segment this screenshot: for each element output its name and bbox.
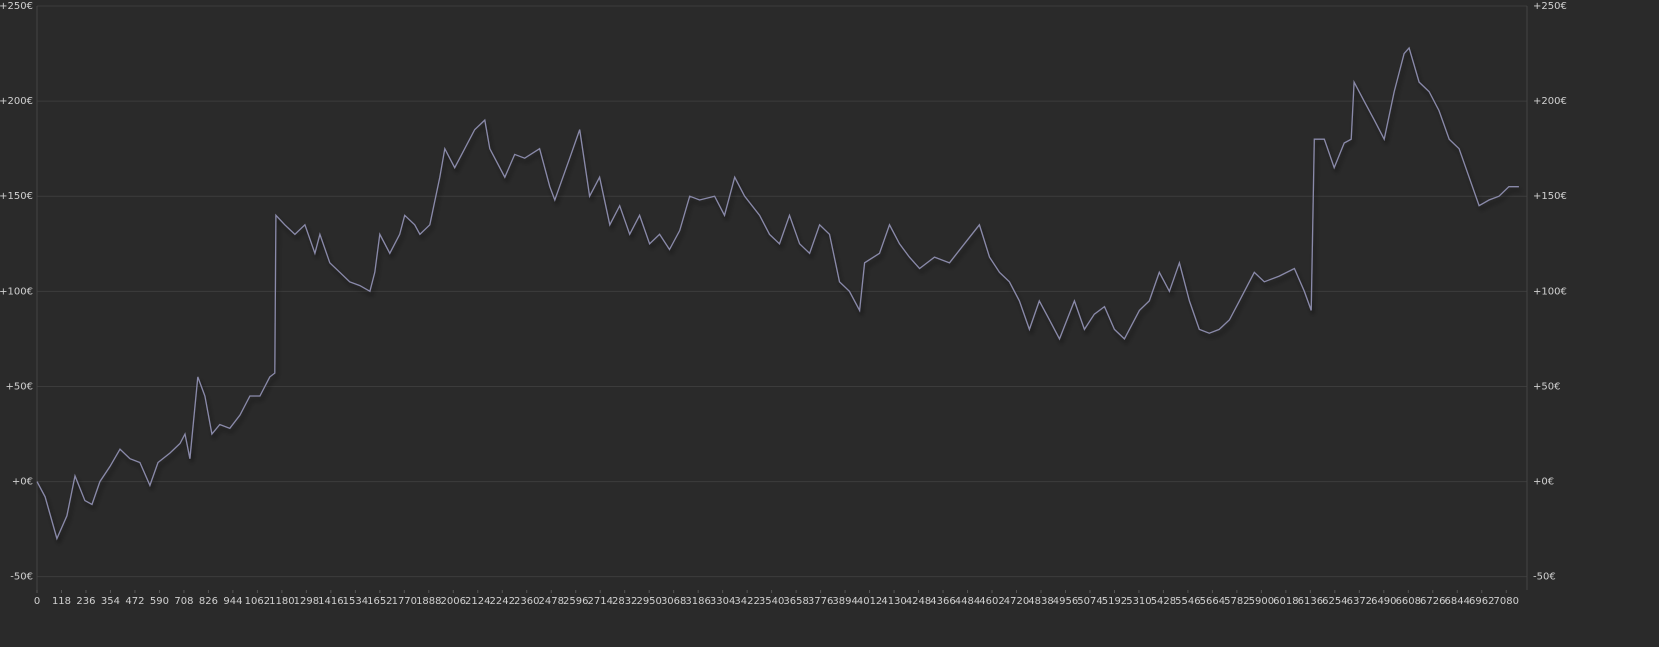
x-tick-label: 5782 [1224, 596, 1249, 607]
x-tick-label: 6844 [1445, 596, 1470, 607]
y-tick-label: +100€ [0, 286, 33, 297]
x-tick-label: 7080 [1494, 596, 1519, 607]
x-tick-label: 826 [199, 596, 218, 607]
x-tick-label: 3658 [783, 596, 808, 607]
x-tick-label: 4366 [930, 596, 955, 607]
y-tick-label: +0€ [12, 477, 33, 488]
y-tick-label: +50€ [6, 381, 33, 392]
x-tick-label: 1534 [343, 596, 368, 607]
y2-tick-label: +0€ [1533, 477, 1554, 488]
y-tick-label: +250€ [0, 1, 33, 12]
y-tick-label: +200€ [0, 96, 33, 107]
x-tick-label: 1062 [245, 596, 270, 607]
x-tick-label: 1652 [367, 596, 392, 607]
x-tick-label: 590 [150, 596, 169, 607]
x-tick-label: 1888 [416, 596, 441, 607]
x-tick-label: 3068 [661, 596, 686, 607]
x-tick-label: 3304 [710, 596, 735, 607]
y2-tick-label: -50€ [1533, 572, 1556, 583]
x-tick-label: 2478 [539, 596, 564, 607]
y2-tick-label: +150€ [1533, 191, 1567, 202]
y2-tick-label: +50€ [1533, 381, 1560, 392]
x-tick-label: 4720 [1004, 596, 1029, 607]
x-tick-label: 708 [174, 596, 193, 607]
y-tick-label: +150€ [0, 191, 33, 202]
x-tick-label: 4484 [955, 596, 980, 607]
x-tick-label: 6608 [1396, 596, 1421, 607]
x-tick-label: 4248 [906, 596, 931, 607]
x-tick-label: 472 [125, 596, 144, 607]
x-tick-label: 3186 [685, 596, 710, 607]
x-tick-label: 2596 [563, 596, 588, 607]
x-tick-label: 5192 [1102, 596, 1127, 607]
x-tick-label: 5546 [1175, 596, 1200, 607]
x-tick-label: 2714 [587, 596, 612, 607]
data-line [36, 46, 1519, 541]
x-tick-label: 3422 [734, 596, 759, 607]
x-tick-label: 2242 [490, 596, 515, 607]
x-tick-label: 236 [76, 596, 95, 607]
x-tick-label: 4602 [979, 596, 1004, 607]
x-tick-label: 5428 [1151, 596, 1176, 607]
x-tick-label: 1180 [269, 596, 294, 607]
x-tick-label: 944 [223, 596, 242, 607]
x-tick-label: 5664 [1200, 596, 1225, 607]
x-tick-label: 1416 [318, 596, 343, 607]
x-tick-label: 5074 [1077, 596, 1102, 607]
x-tick-label: 3894 [832, 596, 857, 607]
x-tick-label: 2124 [465, 596, 490, 607]
x-tick-label: 1298 [294, 596, 319, 607]
y2-tick-label: +250€ [1533, 1, 1567, 12]
x-tick-label: 6018 [1273, 596, 1298, 607]
x-tick-label: 4838 [1028, 596, 1053, 607]
x-tick-label: 354 [101, 596, 120, 607]
x-tick-label: 2360 [514, 596, 539, 607]
x-tick-label: 2006 [441, 596, 466, 607]
x-tick-label: 3776 [808, 596, 833, 607]
x-tick-label: 2832 [612, 596, 637, 607]
x-tick-label: 6490 [1371, 596, 1396, 607]
x-tick-label: 5310 [1126, 596, 1151, 607]
x-tick-label: 1770 [392, 596, 417, 607]
x-tick-label: 5900 [1249, 596, 1274, 607]
x-tick-label: 3540 [759, 596, 784, 607]
x-tick-label: 4012 [857, 596, 882, 607]
y-tick-label: -50€ [10, 572, 33, 583]
x-tick-label: 6136 [1298, 596, 1323, 607]
y2-tick-label: +100€ [1533, 286, 1567, 297]
x-tick-label: 6372 [1347, 596, 1372, 607]
x-tick-label: 6726 [1420, 596, 1445, 607]
x-tick-label: 2950 [636, 596, 661, 607]
x-tick-label: 118 [52, 596, 71, 607]
x-tick-label: 4956 [1053, 596, 1078, 607]
x-tick-label: 6254 [1322, 596, 1347, 607]
x-tick-label: 4130 [881, 596, 906, 607]
x-tick-label: 6962 [1469, 596, 1494, 607]
y2-tick-label: +200€ [1533, 96, 1567, 107]
x-tick-label: 0 [34, 596, 40, 607]
